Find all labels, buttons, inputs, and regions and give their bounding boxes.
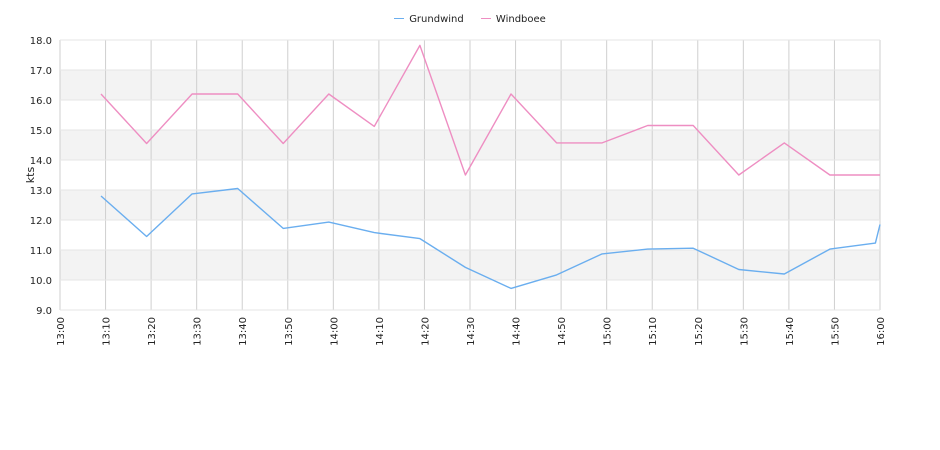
y-tick-label: 18.0 [30,36,52,47]
x-tick-label: 13:20 [147,317,158,346]
series-line-grundwind[interactable] [100,187,881,290]
x-tick-label: 13:30 [193,317,204,346]
x-tick-label: 16:00 [876,317,887,346]
y-tick-label: 16.0 [30,96,52,107]
legend: Grundwind Windboee [0,14,940,25]
y-tick-label: 15.0 [30,126,52,137]
legend-label-grundwind: Grundwind [409,14,464,25]
y-tick-label: 17.0 [30,66,52,77]
x-tick-label: 15:00 [603,317,614,346]
x-tick-label: 13:40 [238,317,249,346]
series-lines [100,44,881,290]
y-tick-labels: 9.0 10.0 11.0 12.0 13.0 14.0 15.0 16.0 17.0 18.0 [30,36,52,317]
series-line-windboee[interactable] [100,44,880,176]
x-tick-label: 13:00 [56,317,67,346]
x-tick-labels: 13:00 13:10 13:20 13:30 13:40 13:50 14:00 14:10… [56,317,887,346]
x-tick-label: 15:50 [830,317,841,346]
y-tick-label: 12.0 [30,216,52,227]
x-tick-label: 14:30 [466,317,477,346]
y-tick-label: 9.0 [36,306,52,317]
x-tick-label: 15:20 [694,317,705,346]
x-tick-label: 14:50 [557,317,568,346]
x-tick-label: 14:00 [329,317,340,346]
x-tick-label: 15:10 [648,317,659,346]
y-axis-label: kts [24,167,37,184]
legend-swatch-windboee [480,17,491,19]
x-tick-label: 13:10 [102,317,113,346]
x-tick-label: 14:10 [375,317,386,346]
legend-label-windboee: Windboee [495,14,546,25]
legend-item-grundwind[interactable]: Grundwind [394,14,464,25]
x-tick-label: 14:20 [420,317,431,346]
y-tick-label: 10.0 [30,276,52,287]
y-tick-label: 13.0 [30,186,52,197]
grid-horizontal [60,39,880,311]
grid-vertical [59,40,881,310]
x-tick-label: 15:40 [785,317,796,346]
y-tick-label: 11.0 [30,246,52,257]
x-tick-label: 14:40 [512,317,523,346]
legend-item-windboee[interactable]: Windboee [480,14,546,25]
x-tick-label: 15:30 [739,317,750,346]
x-tick-label: 13:50 [284,317,295,346]
legend-swatch-grundwind [394,17,405,19]
y-tick-label: 14.0 [30,156,52,167]
